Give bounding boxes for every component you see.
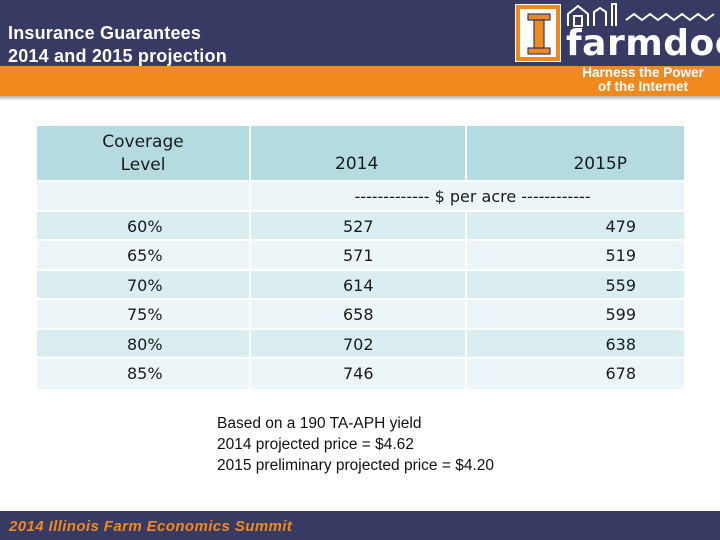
coverage-level-cell: 60% (37, 212, 251, 241)
illinois-i-logo (515, 4, 561, 62)
value-2014-cell: 746 (251, 359, 467, 389)
table-row: 75% 658 599 (37, 298, 684, 330)
slide-footer: 2014 Illinois Farm Economics Summit (0, 511, 720, 540)
table-row: 60% 527 479 (37, 210, 684, 241)
coverage-level-cell: 85% (37, 359, 251, 389)
coverage-level-cell: 65% (37, 241, 251, 271)
note-yield: Based on a 190 TA-APH yield (217, 415, 422, 432)
value-2015-cell: 559 (605, 276, 636, 295)
header-coverage-line1: Coverage (102, 132, 184, 152)
table-row: 80% 702 638 (37, 328, 684, 359)
table-row: 65% 571 519 (37, 239, 684, 271)
units-label: ------------- $ per acre ------------ (354, 187, 591, 206)
farmdoc-tagline: Harness the Power of the Internet (568, 66, 718, 94)
note-2015-price: 2015 preliminary projected price = $4.20 (217, 457, 495, 474)
header-coverage-level: Coverage Level (37, 126, 251, 180)
slide-title-line2: 2014 and 2015 projection (8, 46, 227, 66)
value-2014-cell: 614 (251, 271, 467, 300)
value-2015-cell: 599 (605, 305, 636, 324)
header-navy-band (0, 0, 720, 66)
tagline-line2: of the Internet (598, 79, 688, 94)
value-2015-cell: 519 (605, 246, 636, 265)
tagline-line1: Harness the Power (582, 65, 704, 80)
slide-title: Insurance Guarantees 2014 and 2015 proje… (8, 22, 227, 68)
illinois-i-icon (527, 13, 551, 55)
value-2015-cell: 678 (605, 364, 636, 383)
table-row: 85% 746 678 (37, 357, 684, 389)
value-2014-cell: 658 (251, 300, 467, 330)
coverage-level-cell: 80% (37, 330, 251, 359)
farm-skyline-icon (567, 3, 715, 27)
table-units-row: ------------- $ per acre ------------ (37, 180, 684, 212)
header-2014: 2014 (251, 126, 467, 180)
table-row: 70% 614 559 (37, 269, 684, 300)
slide-header: Insurance Guarantees 2014 and 2015 proje… (0, 0, 720, 101)
header-orange-band (0, 66, 720, 96)
header-2015p: 2015P (573, 154, 627, 174)
assumption-notes: Based on a 190 TA-APH yield 2014 project… (217, 413, 494, 476)
value-2015-cell: 638 (605, 335, 636, 354)
value-2014-cell: 702 (251, 330, 467, 359)
slide-title-line1: Insurance Guarantees (8, 23, 202, 43)
value-2015-cell: 479 (605, 217, 636, 236)
header-coverage-line2: Level (120, 155, 166, 175)
coverage-level-cell: 70% (37, 271, 251, 300)
footer-event-name: 2014 Illinois Farm Economics Summit (9, 518, 293, 535)
farmdoc-wordmark: farmdoc (566, 23, 720, 64)
value-2014-cell: 571 (251, 241, 467, 271)
coverage-level-cell: 75% (37, 300, 251, 330)
header-shadow (0, 96, 720, 101)
table-header-row: Coverage Level 2014 2015P (37, 126, 684, 180)
note-2014-price: 2014 projected price = $4.62 (217, 436, 414, 453)
value-2014-cell: 527 (251, 212, 467, 241)
